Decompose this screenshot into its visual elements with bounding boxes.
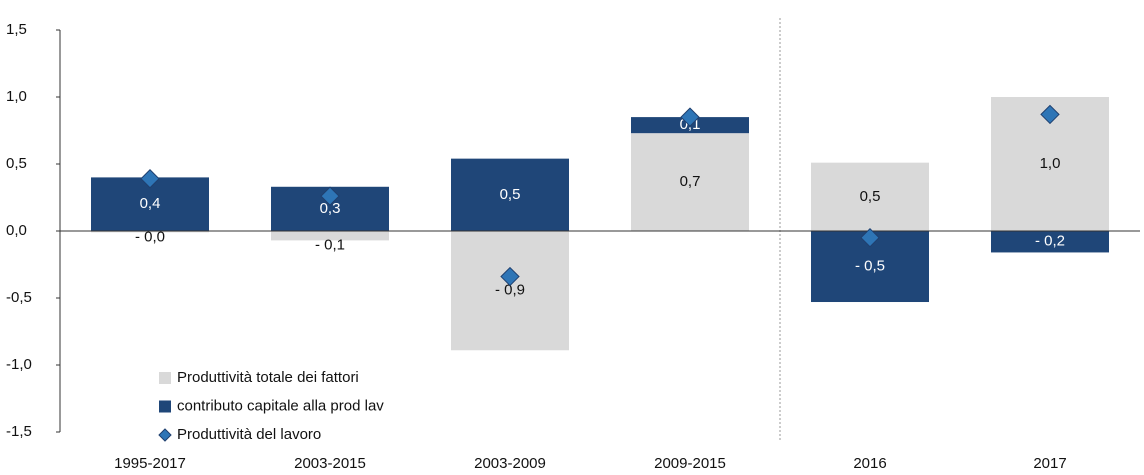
diamond-marker: [320, 186, 340, 206]
value-label: - 0,9: [495, 282, 525, 299]
x-tick-label: 2016: [853, 455, 886, 472]
y-tick-label: 0,5: [6, 155, 27, 172]
value-label: - 0,0: [135, 228, 165, 245]
value-label: 0,7: [680, 173, 701, 190]
bar: [271, 231, 389, 241]
y-tick-label: 1,5: [6, 21, 27, 38]
x-tick-label: 2003-2009: [474, 455, 546, 472]
legend-swatch: [159, 372, 171, 384]
value-label: 0,5: [860, 188, 881, 205]
value-label: 1,0: [1040, 155, 1061, 172]
diamond-marker: [500, 266, 520, 287]
y-tick-label: 1,0: [6, 88, 27, 105]
legend-marker: [158, 428, 172, 442]
x-tick-label: 2017: [1033, 455, 1066, 472]
bar: [991, 231, 1109, 253]
bar: [451, 158, 569, 231]
value-label: 0,5: [500, 186, 521, 203]
x-tick-label: 2009-2015: [654, 455, 726, 472]
legend-swatch: [159, 400, 171, 413]
bar: [451, 231, 569, 351]
diamond-marker: [680, 107, 700, 127]
bar: [91, 231, 209, 233]
y-tick-label: -1,5: [6, 423, 32, 440]
diamond-marker: [860, 227, 880, 248]
y-tick-label: 0,0: [6, 222, 27, 239]
legend-label: Produttività del lavoro: [177, 426, 321, 443]
value-label: - 0,2: [1035, 233, 1065, 250]
bar: [631, 133, 749, 231]
value-label: - 0,5: [855, 257, 885, 274]
value-label: 0,4: [140, 195, 161, 212]
x-tick-label: 1995-2017: [114, 455, 186, 472]
x-tick-label: 2003-2015: [294, 455, 366, 472]
legend-label: Produttività totale dei fattori: [177, 369, 359, 386]
diamond-marker: [140, 169, 160, 189]
bar: [811, 162, 929, 231]
value-label: - 0,1: [315, 236, 345, 253]
y-tick-label: -1,0: [6, 356, 32, 373]
y-tick-label: -0,5: [6, 289, 32, 306]
diamond-marker: [1040, 104, 1060, 125]
legend-label: contributo capitale alla prod lav: [177, 397, 384, 414]
value-label: 0,3: [320, 200, 341, 217]
